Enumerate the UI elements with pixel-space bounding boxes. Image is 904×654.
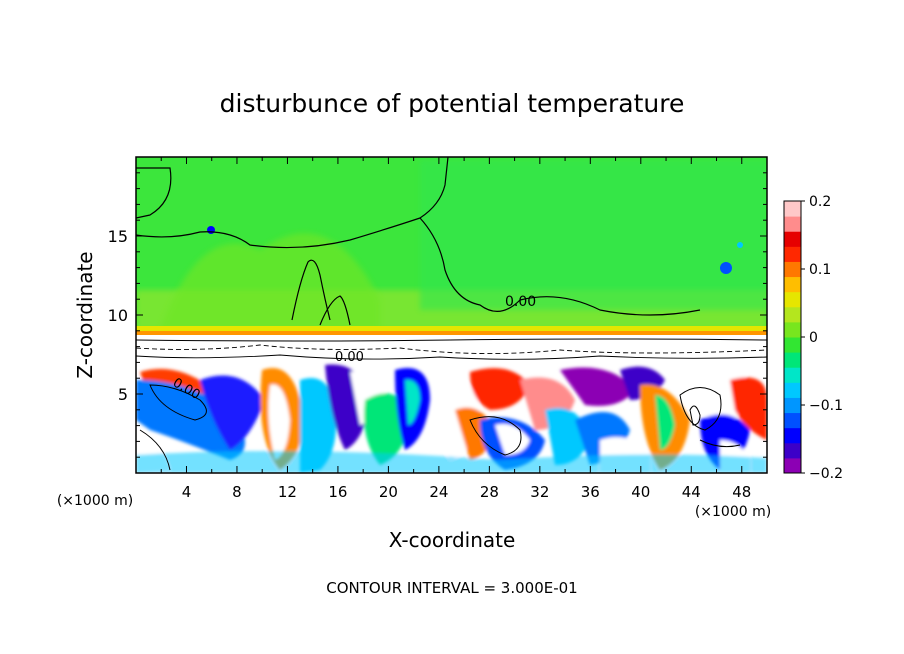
- x-tick-label: 36: [581, 483, 600, 501]
- colorbar-swatch: [784, 337, 801, 353]
- colorbar-swatch: [784, 427, 801, 444]
- colorbar-swatch: [784, 382, 801, 398]
- upper-slight-negative-patch: [420, 160, 767, 310]
- x-axis-label: X-coordinate: [389, 528, 516, 552]
- x-tick-label: 48: [732, 483, 751, 501]
- x-tick-label: 24: [429, 483, 448, 501]
- x-tick-label: 4: [182, 483, 192, 501]
- x-tick-label: 12: [278, 483, 297, 501]
- inversion-band-orange: [136, 331, 767, 335]
- colorbar-tick-label: 0: [809, 330, 818, 346]
- y-tick-label: 10: [108, 306, 128, 325]
- colorbar-swatch: [784, 246, 801, 262]
- y-tick-label: 15: [108, 227, 128, 246]
- colorbar-swatch: [784, 216, 801, 232]
- contour-interval-footer: CONTOUR INTERVAL = 3.000E-01: [326, 579, 577, 597]
- colorbar-swatch: [784, 352, 801, 368]
- x-tick-label: 28: [480, 483, 499, 501]
- colorbar-swatch: [784, 457, 801, 474]
- colorbar-swatch: [784, 306, 801, 323]
- colorbar-swatch: [784, 397, 801, 414]
- small-blob-1: [207, 226, 215, 234]
- x-tick-label: 8: [232, 483, 242, 501]
- x-tick-label: 20: [379, 483, 398, 501]
- inversion-band-yellow: [136, 326, 767, 332]
- colorbar-swatch: [784, 412, 801, 429]
- contour-label-2: 0.00: [335, 350, 364, 365]
- x-tick-label: 40: [631, 483, 650, 501]
- boundary-layer-eddies: [136, 364, 767, 473]
- x-unit-right: (×1000 m): [695, 504, 771, 520]
- y-axis-label: Z-coordinate: [73, 251, 97, 378]
- colorbar-tick-label: −0.2: [809, 466, 843, 482]
- colorbar-swatch: [784, 367, 801, 383]
- x-tick-label: 16: [328, 483, 347, 501]
- plot-field: 0.00 0.00 0.00: [136, 157, 767, 473]
- x-tick-label: 32: [530, 483, 549, 501]
- colorbar-swatch: [784, 321, 801, 338]
- small-blob-2: [720, 262, 732, 274]
- x-unit-left: (×1000 m): [57, 493, 133, 509]
- colorbar-tick-labels: 0.2 0.1 0 −0.1 −0.2: [801, 194, 843, 482]
- colorbar-tick-label: 0.1: [809, 262, 831, 278]
- small-blob-3: [737, 242, 743, 248]
- chart-title: disturbunce of potential temperature: [220, 89, 685, 118]
- x-tick-label: 44: [682, 483, 701, 501]
- contour-label-1: 0.00: [505, 294, 536, 310]
- y-tick-label: 5: [118, 385, 128, 404]
- colorbar-swatch: [784, 201, 801, 217]
- colorbar-swatch: [784, 231, 801, 247]
- colorbar-tick-label: 0.2: [809, 194, 831, 210]
- contour-lines: [136, 157, 767, 471]
- colorbar-swatch: [784, 291, 801, 308]
- colorbar: [783, 200, 802, 474]
- colorbar-tick-label: −0.1: [809, 398, 843, 414]
- colorbar-swatch: [784, 261, 801, 278]
- colorbar-swatch: [784, 276, 801, 293]
- positive-plume-left: [160, 233, 380, 332]
- colorbar-swatch: [784, 442, 801, 459]
